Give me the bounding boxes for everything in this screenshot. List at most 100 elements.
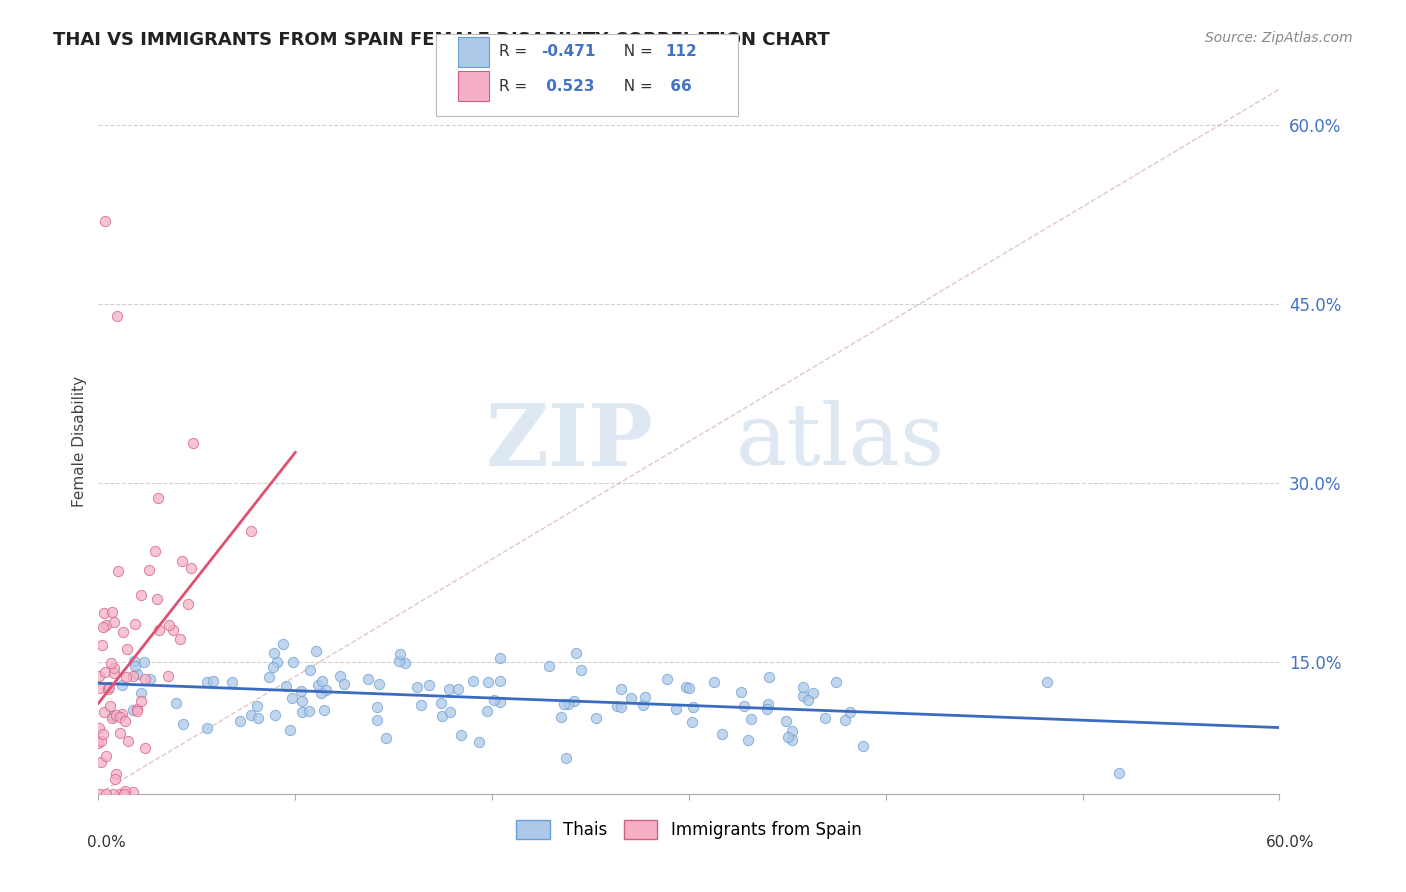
- Immigrants from Spain: [108, 787, 131, 801]
- Thais: [609, 681, 631, 696]
- Immigrants from Spain: [240, 524, 263, 538]
- Thais: [202, 674, 225, 689]
- Thais: [290, 683, 312, 698]
- Thais: [792, 680, 814, 694]
- Thais: [411, 698, 433, 713]
- Thais: [610, 699, 633, 714]
- Thais: [631, 698, 654, 713]
- Immigrants from Spain: [93, 705, 115, 719]
- Immigrants from Spain: [104, 772, 127, 786]
- Text: N =: N =: [614, 78, 658, 94]
- Thais: [585, 711, 607, 725]
- Thais: [780, 733, 803, 747]
- Immigrants from Spain: [87, 722, 110, 736]
- Thais: [125, 666, 148, 681]
- Thais: [278, 723, 301, 738]
- Thais: [553, 697, 575, 711]
- Text: atlas: atlas: [737, 400, 945, 483]
- Thais: [389, 647, 412, 661]
- Immigrants from Spain: [111, 706, 134, 721]
- Thais: [239, 707, 262, 722]
- Thais: [314, 703, 336, 717]
- Thais: [562, 694, 585, 708]
- Text: R =: R =: [499, 45, 533, 60]
- Thais: [374, 731, 396, 745]
- Thais: [221, 675, 243, 690]
- Immigrants from Spain: [101, 605, 124, 619]
- Immigrants from Spain: [108, 710, 131, 724]
- Thais: [366, 713, 388, 727]
- Thais: [273, 637, 295, 651]
- Thais: [281, 655, 304, 669]
- Text: 112: 112: [665, 45, 697, 60]
- Thais: [430, 696, 453, 710]
- Thais: [489, 674, 512, 689]
- Thais: [139, 673, 162, 687]
- Thais: [450, 728, 472, 742]
- Immigrants from Spain: [103, 787, 125, 801]
- Immigrants from Spain: [89, 787, 111, 801]
- Thais: [1036, 675, 1059, 690]
- Immigrants from Spain: [117, 733, 139, 747]
- Thais: [839, 705, 862, 719]
- Immigrants from Spain: [162, 623, 184, 637]
- Thais: [468, 735, 491, 749]
- Thais: [195, 721, 218, 735]
- Thais: [291, 705, 314, 719]
- Thais: [678, 681, 700, 696]
- Thais: [550, 709, 572, 723]
- Immigrants from Spain: [143, 544, 166, 558]
- Text: ZIP: ZIP: [485, 400, 654, 483]
- Thais: [489, 695, 512, 709]
- Immigrants from Spain: [87, 737, 110, 751]
- Thais: [711, 727, 734, 741]
- Immigrants from Spain: [146, 591, 169, 606]
- Thais: [281, 690, 304, 705]
- Thais: [758, 670, 780, 684]
- Thais: [778, 731, 800, 745]
- Thais: [111, 678, 134, 692]
- Immigrants from Spain: [177, 597, 200, 611]
- Immigrants from Spain: [134, 672, 156, 686]
- Thais: [792, 689, 814, 703]
- Thais: [740, 712, 762, 726]
- Immigrants from Spain: [115, 670, 138, 684]
- Y-axis label: Female Disability: Female Disability: [72, 376, 87, 508]
- Thais: [405, 680, 427, 694]
- Thais: [229, 714, 252, 729]
- Thais: [782, 723, 804, 738]
- Legend: Thais, Immigrants from Spain: Thais, Immigrants from Spain: [510, 813, 868, 846]
- Thais: [298, 705, 321, 719]
- Text: R =: R =: [499, 78, 533, 94]
- Immigrants from Spain: [103, 661, 125, 675]
- Thais: [129, 686, 152, 700]
- Thais: [305, 644, 328, 658]
- Thais: [682, 700, 704, 714]
- Thais: [124, 654, 146, 668]
- Immigrants from Spain: [94, 213, 117, 227]
- Thais: [333, 677, 356, 691]
- Immigrants from Spain: [93, 665, 115, 680]
- Immigrants from Spain: [104, 707, 127, 722]
- Thais: [262, 660, 284, 674]
- Thais: [101, 709, 124, 723]
- Thais: [122, 703, 145, 717]
- Thais: [432, 708, 454, 723]
- Thais: [606, 699, 628, 714]
- Thais: [775, 714, 797, 729]
- Immigrants from Spain: [94, 749, 117, 764]
- Immigrants from Spain: [172, 554, 194, 568]
- Immigrants from Spain: [112, 624, 135, 639]
- Immigrants from Spain: [91, 638, 114, 652]
- Thais: [755, 702, 778, 716]
- Immigrants from Spain: [91, 620, 114, 634]
- Thais: [797, 693, 820, 707]
- Immigrants from Spain: [94, 787, 117, 801]
- Immigrants from Spain: [90, 733, 112, 747]
- Text: 0.0%: 0.0%: [87, 836, 127, 850]
- Immigrants from Spain: [90, 755, 112, 769]
- Text: -0.471: -0.471: [541, 45, 596, 60]
- Thais: [195, 674, 218, 689]
- Thais: [852, 739, 875, 754]
- Thais: [357, 672, 380, 686]
